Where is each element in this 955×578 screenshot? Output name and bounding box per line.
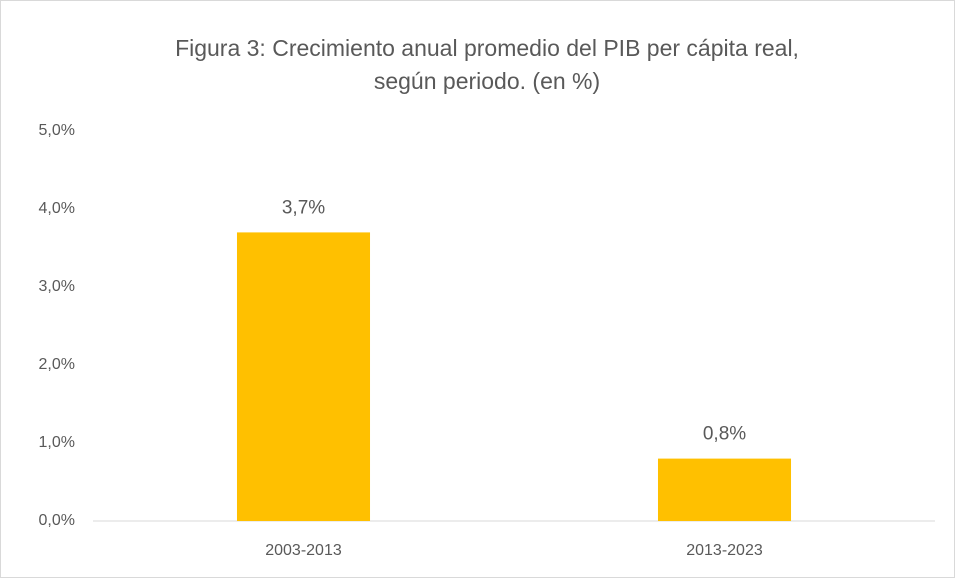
- chart-title: según periodo. (en %): [374, 68, 600, 94]
- y-tick-label: 1,0%: [39, 434, 75, 451]
- x-tick-label: 2003-2013: [265, 542, 342, 559]
- chart-title: Figura 3: Crecimiento anual promedio del…: [175, 35, 799, 61]
- y-tick-label: 4,0%: [39, 200, 75, 217]
- data-label: 0,8%: [703, 424, 746, 445]
- y-tick-label: 2,0%: [39, 356, 75, 373]
- bar: [657, 458, 792, 521]
- x-tick-label: 2013-2023: [686, 542, 763, 559]
- bar: [236, 232, 371, 521]
- y-tick-label: 0,0%: [39, 512, 75, 529]
- y-tick-label: 3,0%: [39, 278, 75, 295]
- data-label: 3,7%: [282, 197, 325, 218]
- y-tick-label: 5,0%: [39, 122, 75, 139]
